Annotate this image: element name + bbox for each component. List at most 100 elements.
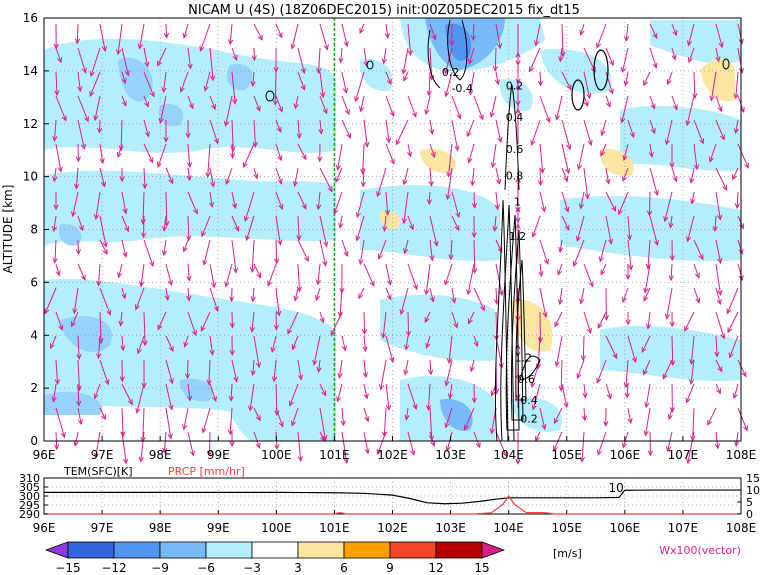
wind-vector <box>737 263 744 282</box>
wind-vector <box>687 23 695 47</box>
wind-vector <box>466 119 475 138</box>
wind-vector <box>53 191 59 211</box>
wind-vector <box>121 47 130 77</box>
wind-vector <box>318 119 324 135</box>
wind-vector <box>315 287 321 302</box>
contour-label: 1 <box>514 196 521 209</box>
wind-vector <box>316 47 322 74</box>
wind-vector <box>77 407 83 426</box>
wind-vector <box>99 239 108 256</box>
wind-vector <box>708 143 717 163</box>
wind-vector <box>620 95 629 124</box>
wind-vector <box>209 335 215 356</box>
wind-vector <box>445 167 453 201</box>
wind-vector <box>579 287 585 305</box>
wind-vector <box>253 407 261 422</box>
wind-vector <box>355 191 365 219</box>
wind-vector <box>99 23 107 53</box>
wind-vector <box>141 359 147 389</box>
x-tick-label: 107E <box>668 448 699 462</box>
wind-vector <box>685 383 695 404</box>
wind-vector <box>143 47 150 68</box>
wind-vector <box>709 71 717 102</box>
wind-vector <box>494 71 501 86</box>
wind-vector <box>539 407 547 431</box>
y-axis-ticks: 0 2 4 6 8 10 12 14 16 <box>23 11 49 448</box>
wind-vector <box>528 47 541 73</box>
wind-vector <box>161 71 167 94</box>
wind-vector <box>163 119 169 143</box>
wind-vector <box>468 71 475 96</box>
wind-vector <box>644 383 651 409</box>
wind-vector <box>620 47 629 74</box>
wind-vector <box>296 215 302 242</box>
contour-label: -0.4 <box>451 82 472 95</box>
wind-vector <box>557 287 563 306</box>
wind-vector <box>297 47 306 74</box>
contour-label: 0.6 <box>517 373 535 386</box>
wind-vector <box>77 71 83 93</box>
wind-vector <box>561 143 571 175</box>
vector-label: Wx100(vector) <box>659 544 741 557</box>
surface-x-tick-label: 100E <box>261 521 292 535</box>
wind-vector <box>121 287 127 300</box>
wind-vector <box>273 47 279 73</box>
wind-vector <box>715 311 726 340</box>
wind-vector <box>230 119 236 153</box>
wind-vector <box>275 167 283 185</box>
wind-vector <box>669 239 675 262</box>
colorbar-box <box>389 541 437 559</box>
wind-vector <box>275 23 283 39</box>
surface-x-tick-label: 107E <box>668 521 699 535</box>
wind-vector <box>378 359 387 391</box>
colorbar-min-triangle <box>44 541 69 559</box>
colorbar-level-label: −6 <box>197 561 215 575</box>
wind-vector <box>120 407 126 438</box>
wind-vector <box>93 95 101 122</box>
wind-vector <box>143 239 155 268</box>
wind-vector <box>385 335 395 364</box>
wind-vector <box>605 167 611 185</box>
wind-vector <box>253 431 261 449</box>
wind-vector <box>72 287 79 315</box>
y-tick-label: 12 <box>23 117 38 131</box>
wind-vector <box>715 95 723 113</box>
wind-vector <box>600 263 607 276</box>
wind-vector <box>251 47 257 62</box>
wind-vector <box>401 191 409 225</box>
wind-vector <box>119 167 125 183</box>
wind-vector <box>463 407 475 431</box>
wind-vector <box>537 167 544 187</box>
wind-vector <box>157 47 167 67</box>
wind-vector <box>288 383 299 407</box>
wind-vector <box>451 119 460 152</box>
wind-vector <box>140 215 147 239</box>
wind-vector <box>183 335 189 348</box>
wind-vector <box>135 383 145 414</box>
wind-vector <box>492 215 498 233</box>
contour-label: 1.2 <box>509 230 527 243</box>
wind-vector <box>54 71 60 97</box>
wind-vector <box>231 359 239 383</box>
wind-vector <box>428 407 435 442</box>
u-wind-shading <box>44 18 741 441</box>
wind-vector <box>663 191 673 223</box>
wind-vector <box>558 47 564 63</box>
wind-vector <box>665 431 673 453</box>
surface-x-tick-label: 102E <box>377 521 408 535</box>
wind-vector <box>583 47 596 73</box>
wind-vector <box>426 383 432 412</box>
wind-vector <box>385 119 392 144</box>
colorbar-box <box>113 541 161 559</box>
wind-vector <box>249 311 255 333</box>
wind-vector <box>341 71 349 94</box>
colorbar-box <box>251 541 299 559</box>
wind-vector <box>205 143 211 179</box>
wind-vector <box>561 215 570 231</box>
wind-vector <box>316 191 322 211</box>
wind-vector <box>229 335 235 356</box>
wind-vector <box>229 311 235 329</box>
wind-vector <box>664 119 673 146</box>
wind-vector <box>335 143 343 171</box>
wind-vector <box>292 167 299 187</box>
